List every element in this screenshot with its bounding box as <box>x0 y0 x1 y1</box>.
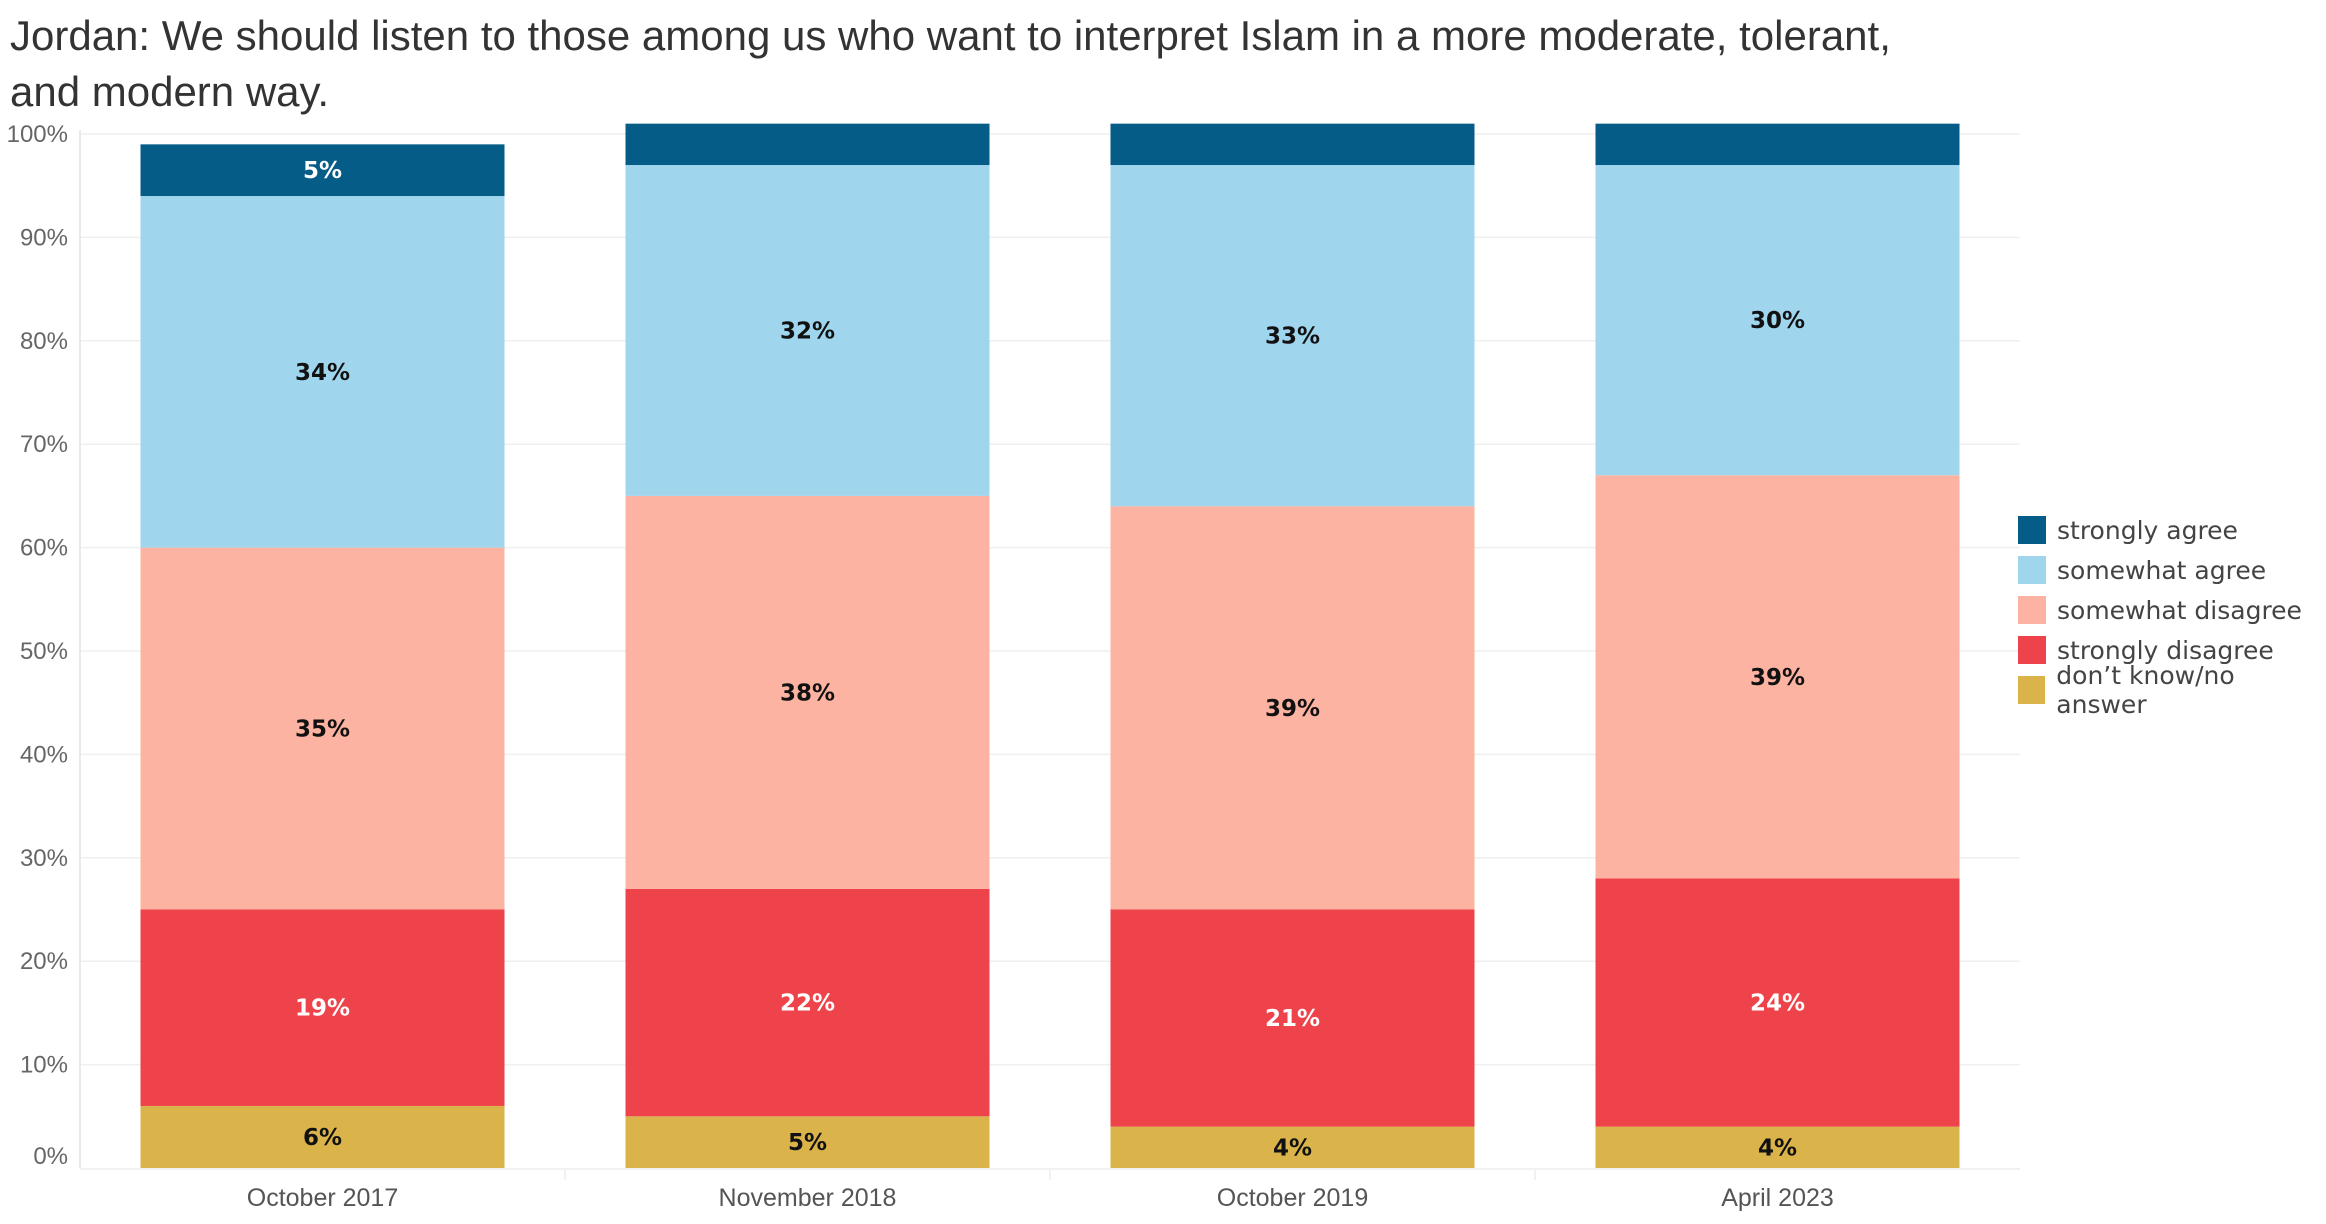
data-label: 39% <box>1265 696 1320 722</box>
bar-segment[interactable] <box>625 495 990 889</box>
data-label: 4% <box>1273 1135 1312 1161</box>
x-category-label: October 2019 <box>1217 1184 1369 1212</box>
legend-swatch <box>2018 556 2046 584</box>
bar-segment[interactable] <box>1110 909 1475 1127</box>
y-tick-label: 50% <box>20 638 68 665</box>
x-category-label: April 2023 <box>1721 1184 1834 1212</box>
bar-segment[interactable] <box>140 196 505 548</box>
bar-segment[interactable] <box>625 165 990 496</box>
data-label: 19% <box>295 996 350 1022</box>
data-label: 5% <box>788 1130 827 1156</box>
data-label: 38% <box>780 680 835 706</box>
data-label: 39% <box>1750 665 1805 691</box>
bar-segment[interactable] <box>1110 506 1475 910</box>
data-label: 30% <box>1750 308 1805 334</box>
y-tick-label: 30% <box>20 845 68 872</box>
axes: 0% 10% 20% 30% 40% 50% 60% 70% 80% 90% 100% October… <box>7 121 2020 1212</box>
data-label: 5% <box>303 158 342 184</box>
x-category-label: October 2017 <box>247 1184 399 1212</box>
bar-segment[interactable] <box>1595 165 1960 476</box>
data-label: 22% <box>780 991 835 1017</box>
bar-segment[interactable] <box>625 123 990 166</box>
data-label: 32% <box>780 318 835 344</box>
legend-label: somewhat agree <box>2057 555 2267 585</box>
bar-segment[interactable] <box>625 888 990 1117</box>
legend-item-strongly-disagree[interactable]: strongly disagree <box>2018 630 2326 670</box>
y-tick-label: 10% <box>20 1052 68 1079</box>
data-label: 33% <box>1265 324 1320 350</box>
bar-segment[interactable] <box>140 1105 505 1168</box>
y-tick-label: 70% <box>20 431 68 458</box>
data-label: 34% <box>295 360 350 386</box>
y-tick-label: 0% <box>33 1143 68 1170</box>
bar-segment[interactable] <box>140 547 505 910</box>
bar-segment[interactable] <box>140 909 505 1106</box>
bars: 6% 19% 35% 34% 5% 5% 22% 38% 32% 4% 21% 39% 33% 4% 24%… <box>140 123 1960 1168</box>
legend-item-strongly-agree[interactable]: strongly agree <box>2018 510 2326 550</box>
y-tick-label: 20% <box>20 948 68 975</box>
y-tick-label: 90% <box>20 224 68 251</box>
y-tick-label: 40% <box>20 741 68 768</box>
legend-swatch <box>2018 516 2046 544</box>
bar-segment[interactable] <box>1110 123 1475 166</box>
bar-segment[interactable] <box>1110 1126 1475 1168</box>
data-label: 24% <box>1750 991 1805 1017</box>
bar-segment[interactable] <box>140 144 505 197</box>
legend-label: don’t know/no answer <box>2056 661 2235 719</box>
x-category-label: November 2018 <box>719 1184 897 1212</box>
bar-segment[interactable] <box>1595 475 1960 879</box>
bar-segment[interactable] <box>1110 165 1475 507</box>
chart-title: Jordan: We should listen to those among … <box>10 12 1891 115</box>
data-label: 4% <box>1758 1135 1797 1161</box>
data-label: 6% <box>303 1125 342 1151</box>
legend-swatch <box>2018 596 2046 624</box>
bar-segment[interactable] <box>1595 123 1960 166</box>
bar-segment[interactable] <box>625 1116 990 1168</box>
legend-item-somewhat-agree[interactable]: somewhat agree <box>2018 550 2326 590</box>
legend-item-dont-know[interactable]: don’t know/no answer <box>2018 661 2326 719</box>
legend-swatch <box>2018 676 2046 704</box>
data-label: 35% <box>295 717 350 743</box>
bar-segment[interactable] <box>1595 878 1960 1127</box>
y-tick-label: 80% <box>20 328 68 355</box>
legend-label: strongly disagree <box>2057 635 2274 665</box>
data-label: 21% <box>1265 1006 1320 1032</box>
legend-label: strongly agree <box>2057 515 2238 545</box>
legend: strongly agree somewhat agree somewhat d… <box>2018 510 2326 719</box>
y-tick-label: 60% <box>20 535 68 562</box>
legend-label: somewhat disagree <box>2057 595 2302 625</box>
legend-item-somewhat-disagree[interactable]: somewhat disagree <box>2018 590 2326 630</box>
bar-segment[interactable] <box>1595 1126 1960 1168</box>
y-tick-label: 100% <box>7 121 68 148</box>
legend-swatch <box>2018 636 2046 664</box>
